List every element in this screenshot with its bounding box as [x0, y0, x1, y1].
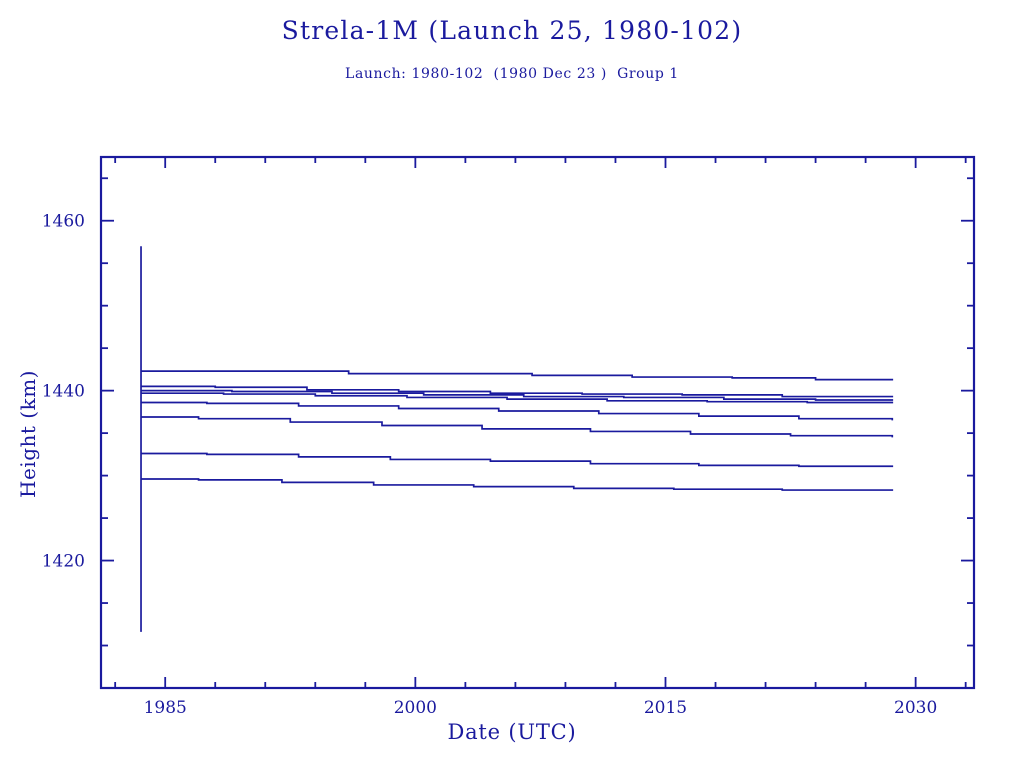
plot-frame — [99, 155, 976, 690]
data-series-line — [141, 452, 894, 468]
data-series-line — [141, 392, 894, 404]
y-axis-ticks — [101, 177, 974, 689]
x-axis-ticks — [114, 157, 967, 688]
y-tick-label: 1420 — [42, 552, 85, 572]
data-series-line — [141, 385, 894, 398]
data-series-line — [141, 389, 894, 401]
data-series-line — [141, 416, 894, 438]
x-tick-label: 2030 — [894, 698, 937, 718]
y-tick-label: 1440 — [42, 382, 85, 402]
chart-title: Strela-1M (Launch 25, 1980-102) — [281, 16, 743, 45]
data-series-line — [141, 401, 894, 421]
data-series-line — [141, 478, 894, 491]
y-tick-label: 1460 — [42, 212, 85, 232]
chart-subtitle: Launch: 1980-102 (1980 Dec 23 ) Group 1 — [345, 66, 679, 82]
x-tick-label: 1985 — [144, 698, 187, 718]
x-tick-label: 2000 — [394, 698, 437, 718]
x-axis-tick-labels: 1985 2000 2015 2030 — [144, 698, 938, 718]
data-series-group — [141, 370, 894, 491]
x-tick-label: 2015 — [644, 698, 687, 718]
y-axis-tick-labels: 1420 1440 1460 — [42, 212, 85, 572]
x-axis-label: Date (UTC) — [447, 720, 577, 744]
data-series-line — [141, 370, 894, 381]
